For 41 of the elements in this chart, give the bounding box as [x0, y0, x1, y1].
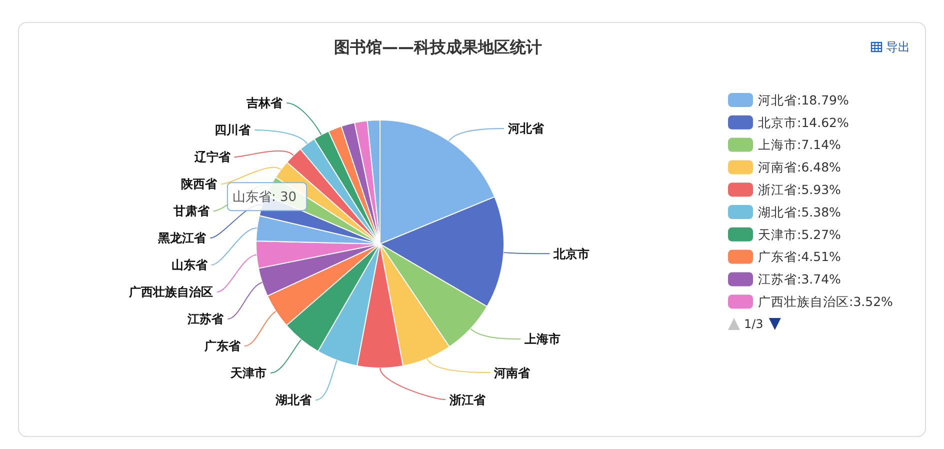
data-label: :5.93% [797, 182, 841, 197]
legend-label: 广东省 [758, 249, 797, 264]
slice-label: 浙江省 [448, 392, 486, 407]
slice-label: 河南省 [493, 366, 532, 380]
text: 1/3 [744, 317, 764, 332]
slice-label: 上海市 [524, 332, 561, 346]
chart-title: 图书馆——科技成果地区统计 [334, 38, 542, 57]
slice-label: 北京市 [552, 246, 590, 261]
legend-label: 天津市 [758, 226, 797, 242]
legend-label: 河北省 [758, 92, 797, 108]
slice-label: 广东省 [204, 339, 242, 354]
slice-label: 山东省 [171, 258, 208, 272]
text: 导出 [886, 40, 910, 54]
slice-label: 黑龙江省 [157, 231, 208, 246]
slice-label: 湖北省 [274, 393, 313, 408]
text: 山东省: 30 [232, 190, 297, 206]
data-label: :6.48% [797, 160, 841, 175]
data-label: :18.79% [797, 92, 849, 108]
slice-label: 四川省 [214, 123, 252, 138]
slice-label: 天津市 [229, 366, 266, 380]
slice-label: 陕西省 [181, 177, 218, 192]
slice-label: 甘肃省 [172, 204, 210, 218]
slice-label: 广西壮族自治区 [128, 285, 214, 300]
data-label: :5.27% [797, 226, 841, 242]
legend-label: 湖北省 [758, 204, 797, 220]
slice-label: 辽宁省 [193, 150, 232, 164]
slice-label: 河北省 [507, 122, 546, 136]
legend-label: 江苏省 [758, 272, 797, 287]
legend-label: 浙江省 [758, 182, 797, 197]
data-label: :14.62% [797, 114, 849, 130]
slice-label: 吉林省 [246, 96, 284, 110]
data-label: :4.51% [797, 249, 841, 264]
data-label: :5.38% [797, 204, 841, 220]
data-label: :7.14% [797, 137, 841, 152]
legend-label: 上海市 [758, 137, 797, 152]
legend-label: 广西壮族自治区 [758, 294, 849, 309]
data-label: :3.74% [797, 272, 841, 287]
data-label: :3.52% [849, 294, 893, 309]
slice-label: 江苏省 [186, 312, 225, 326]
legend-label: 北京市 [758, 114, 797, 130]
legend-label: 河南省 [758, 160, 797, 175]
